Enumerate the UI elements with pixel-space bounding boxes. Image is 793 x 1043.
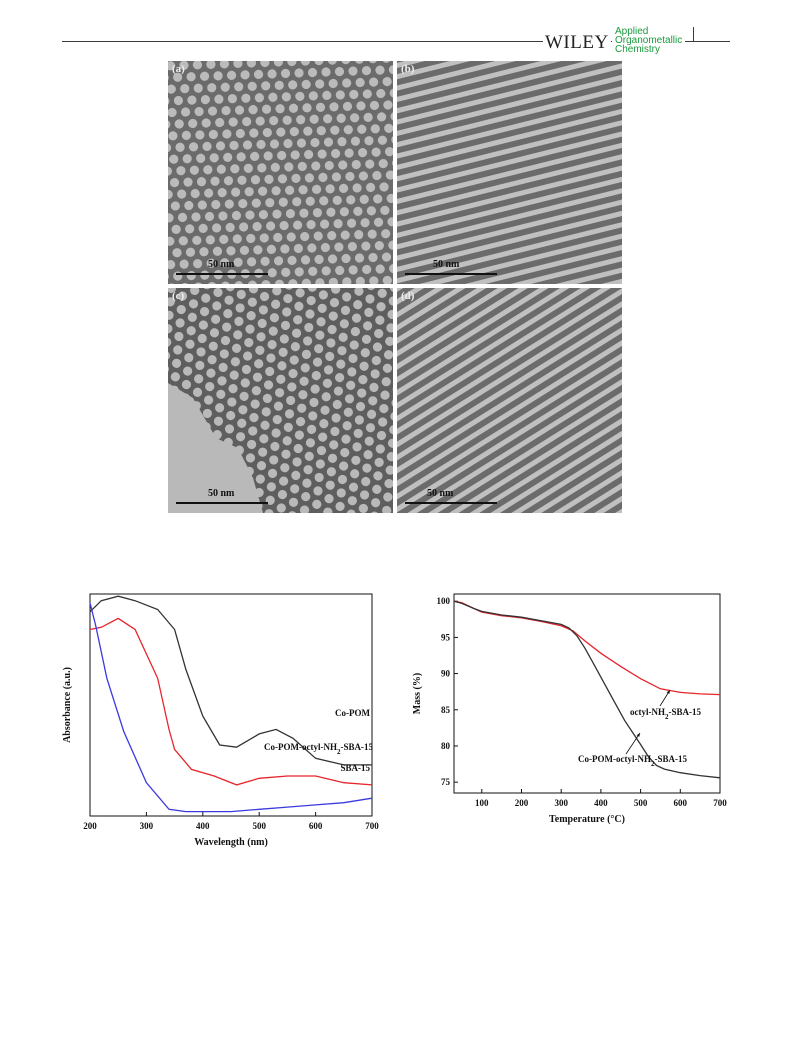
series-line xyxy=(453,600,721,779)
scale-bar xyxy=(176,502,268,504)
x-tick-label: 600 xyxy=(309,821,323,831)
scale-bar xyxy=(405,502,497,504)
series-line xyxy=(89,617,373,786)
header-rule xyxy=(62,41,730,42)
x-tick-label: 300 xyxy=(140,821,154,831)
annotation-arrow xyxy=(625,732,641,755)
tem-image-d xyxy=(397,288,622,513)
journal-line-2: Organometallic xyxy=(615,35,683,46)
y-tick-label: 80 xyxy=(441,741,451,751)
plot-frame xyxy=(89,593,373,817)
tem-image-b xyxy=(397,61,622,284)
x-tick-label: 500 xyxy=(634,798,648,808)
series-line xyxy=(453,600,721,696)
y-tick-label: 100 xyxy=(437,596,451,606)
scale-bar xyxy=(176,273,268,275)
y-axis-label: Mass (%) xyxy=(412,673,423,714)
panel-label: (d) xyxy=(401,290,415,302)
tem-panel-a: (a) 50 nm xyxy=(168,61,393,284)
y-axis-label: Absorbance (a.u.) xyxy=(62,667,73,743)
tem-panel-d: (d) 50 nm xyxy=(397,288,622,513)
journal-name: Applied Organometallic Chemistry xyxy=(612,26,686,55)
x-tick-label: 100 xyxy=(475,798,489,808)
x-tick-label: 300 xyxy=(554,798,568,808)
scale-text: 50 nm xyxy=(208,259,235,270)
journal-line-1: Applied xyxy=(615,26,649,37)
y-tick-label: 75 xyxy=(441,777,451,787)
panel-label: (c) xyxy=(172,290,185,302)
x-tick-label: 500 xyxy=(252,821,266,831)
y-tick-label: 85 xyxy=(441,705,451,715)
arrow-head xyxy=(666,690,670,694)
tem-image-c xyxy=(168,288,393,513)
series-annotation: octyl-NH2-SBA-15 xyxy=(630,707,702,721)
x-tick-label: 600 xyxy=(674,798,688,808)
series-annotation: SBA-15 xyxy=(340,763,370,773)
y-tick-label: 90 xyxy=(441,669,451,679)
panel-label: (a) xyxy=(172,63,185,75)
scale-text: 50 nm xyxy=(208,488,235,499)
journal-line-3: Chemistry xyxy=(615,44,661,55)
series-line xyxy=(89,595,372,766)
series-annotation: Co-POM xyxy=(335,708,370,718)
publisher-logo: WILEY xyxy=(543,32,611,54)
x-tick-label: 200 xyxy=(83,821,97,831)
x-tick-label: 200 xyxy=(515,798,529,808)
y-tick-label: 95 xyxy=(441,632,451,642)
scale-text: 50 nm xyxy=(433,259,460,270)
tem-panel-c: (c) 50 nm xyxy=(168,288,393,513)
scale-bar xyxy=(405,273,497,275)
x-tick-label: 400 xyxy=(196,821,210,831)
series-annotation: Co-POM-octyl-NH2-SBA-15 xyxy=(264,742,373,756)
arrow-head xyxy=(636,733,640,737)
x-axis-label: Wavelength (nm) xyxy=(194,837,268,848)
tem-image-a xyxy=(168,61,393,284)
panel-label: (b) xyxy=(401,63,415,75)
x-tick-label: 400 xyxy=(594,798,608,808)
x-axis-label: Temperature (°C) xyxy=(549,814,625,825)
tga-chart: 100 200 300 400 500 600 700 75 80 85 90 95 100 Temper… xyxy=(412,593,727,825)
series-annotation: Co-POM-octyl-NH2-SBA-15 xyxy=(578,754,687,768)
tem-panel-b: (b) 50 nm xyxy=(397,61,622,284)
header-divider xyxy=(693,27,694,41)
series-line xyxy=(89,602,373,813)
x-tick-label: 700 xyxy=(365,821,379,831)
scale-text: 50 nm xyxy=(427,488,454,499)
plot-frame xyxy=(453,593,721,794)
uv-vis-chart: 200 300 400 500 600 700 Wavelength (nm) Absorba… xyxy=(62,593,379,848)
x-tick-label: 700 xyxy=(713,798,727,808)
